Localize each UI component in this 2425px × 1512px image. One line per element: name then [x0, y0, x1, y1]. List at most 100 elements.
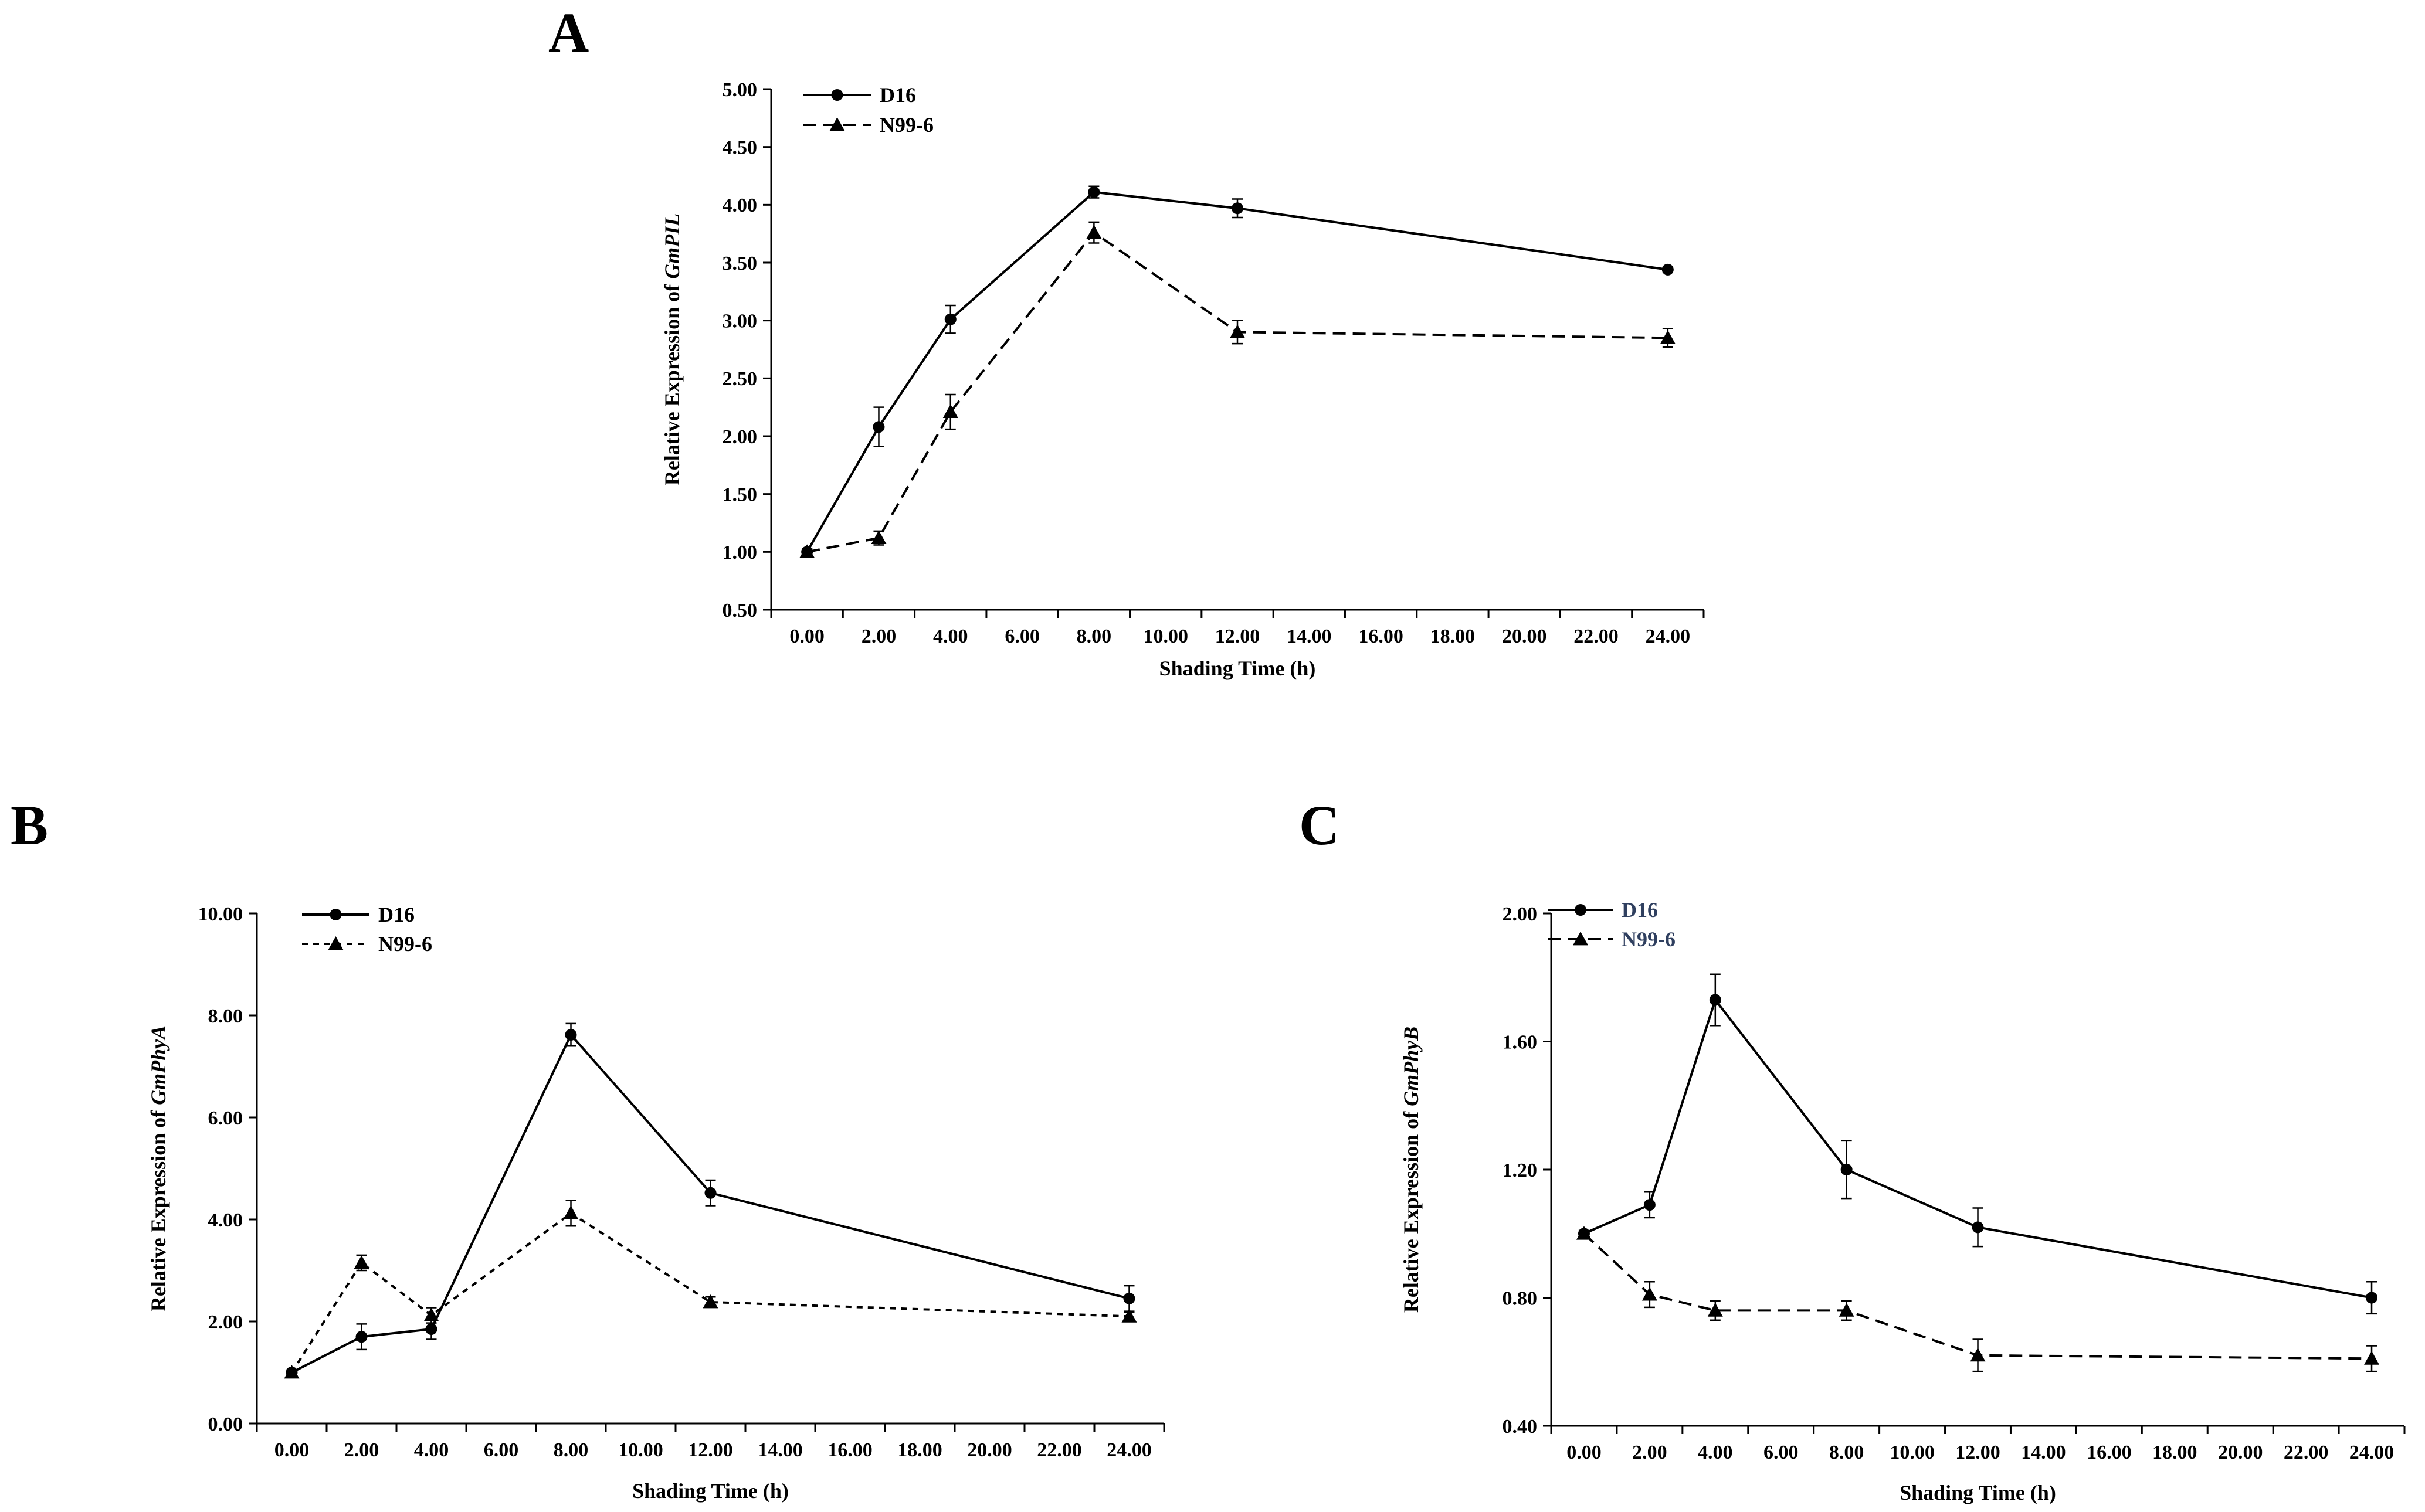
panel-a-x-tick-label: 6.00	[1005, 626, 1040, 647]
panel-c-x-tick-label: 14.00	[2021, 1442, 2066, 1463]
panel-a-series-d16-point	[1232, 202, 1243, 215]
panel-c-x-tick-label: 10.00	[1890, 1442, 1935, 1463]
panel-c-y-tick-label: 1.20	[1503, 1160, 1538, 1181]
panel-a-x-tick-label: 22.00	[1573, 626, 1619, 647]
panel-letter-a: A	[548, 1, 589, 64]
panel-a-x-tick-label: 16.00	[1358, 626, 1403, 647]
panel-b-series-d16-point	[355, 1331, 368, 1343]
panel-b-y-tick-label: 4.00	[208, 1209, 243, 1231]
panel-a-y-tick-label: 0.50	[723, 600, 758, 621]
panel-c-series-n99-6-line	[1583, 1232, 2372, 1360]
panel-c-x-tick-label: 16.00	[2087, 1442, 2132, 1463]
panel-c-chart: 0.40 0.80 1.20 1.60 2.00 0.00 2.00 4.00 6.00 8.00…	[1399, 898, 2406, 1504]
panel-c-x-tick-label: 6.00	[1763, 1442, 1799, 1463]
panel-a-series-n99-6-point	[871, 530, 887, 545]
panel-b-y-tick-label: 6.00	[208, 1107, 243, 1129]
panel-b-series-d16-line	[291, 1032, 1130, 1374]
panel-b-series-n99-6-point	[423, 1307, 439, 1321]
panel-a-series-n99-6-point	[942, 404, 958, 418]
panel-a-series-n99-6-point	[1230, 324, 1245, 338]
panel-a-x-tick-label: 14.00	[1287, 626, 1332, 647]
panel-c-y-tick-label: 1.60	[1503, 1031, 1538, 1053]
panel-a-y-tick-label: 2.00	[723, 426, 758, 448]
panel-b-y-tick-label: 10.00	[198, 903, 243, 925]
panel-b-y-axis-title-prefix: Relative Expression of	[147, 1105, 170, 1311]
panel-b-series-n99-6-point	[563, 1205, 579, 1219]
panel-letter-c: C	[1299, 794, 1339, 857]
panel-c-x-tick-label: 12.00	[1955, 1442, 2000, 1463]
panel-c-x-tick-label: 8.00	[1829, 1442, 1864, 1463]
panel-a-series-d16-point	[944, 313, 957, 325]
panel-b-x-axis-title: Shading Time (h)	[632, 1479, 789, 1503]
panel-a-series-d16-point	[1088, 186, 1100, 198]
panel-b-x-tick-label: 22.00	[1037, 1439, 1082, 1461]
panel-b-x-tick-label: 16.00	[827, 1439, 873, 1461]
panel-a-y-tick-label: 3.00	[723, 311, 758, 332]
panel-b-series-d16-point	[704, 1187, 717, 1199]
panel-a-legend-marker-2	[829, 117, 845, 131]
panel-b-series-n99-6-point	[354, 1255, 369, 1269]
panel-b-x-tick-label: 18.00	[897, 1439, 942, 1461]
panel-c-y-axis-title-gene: GmPhyB	[1399, 1027, 1423, 1106]
panel-b-y-axis-title: Relative Expression of GmPhyA	[147, 1025, 170, 1311]
panel-b-x-tick-label: 2.00	[344, 1439, 379, 1461]
panel-b-legend-label-2: N99-6	[378, 932, 432, 956]
panel-b-series-n99-6-line	[290, 1212, 1130, 1374]
panel-c-x-tick-label: 0.00	[1566, 1442, 1602, 1463]
panel-b-y-tick-label: 0.00	[208, 1414, 243, 1435]
panel-c-x-tick-label: 2.00	[1632, 1442, 1667, 1463]
panel-c-series-d16-point	[1643, 1199, 1656, 1211]
panel-a-legend-label-2: N99-6	[880, 113, 934, 137]
panel-c-series-d16-point	[1709, 994, 1721, 1006]
panel-a-x-tick-label: 4.00	[933, 626, 968, 647]
panel-c-series-n99-6	[1576, 1226, 2380, 1372]
panel-b-x-tick-label: 8.00	[554, 1439, 589, 1461]
panel-a-y-tick-label: 4.50	[723, 137, 758, 159]
panel-b-series-n99-6-point	[1121, 1309, 1137, 1323]
panel-b-series-d16-point	[1123, 1292, 1135, 1304]
panel-a-series-n99-6	[799, 221, 1676, 558]
panel-b-series-n99-6-point	[703, 1294, 718, 1309]
panel-c-x-tick-label: 4.00	[1698, 1442, 1733, 1463]
panel-c-x-tick-label: 22.00	[2284, 1442, 2329, 1463]
panel-a-y-axis-title-gene: GmPIL	[660, 213, 684, 279]
panel-a-series-n99-6-point	[1086, 225, 1102, 239]
panel-c-series-d16-point	[1840, 1164, 1853, 1175]
panel-a-legend-marker-1	[831, 89, 843, 101]
panel-a-x-tick-label: 24.00	[1646, 626, 1691, 647]
panel-a-y-tick-label: 1.50	[723, 484, 758, 506]
panel-c-series-n99-6-point	[1839, 1303, 1854, 1317]
panel-c-x-tick-label: 18.00	[2152, 1442, 2197, 1463]
panel-c-series-n99-6-point	[2364, 1351, 2380, 1365]
panel-a-series-d16-point	[1661, 263, 1674, 276]
panel-a-y-tick-label: 1.00	[723, 542, 758, 563]
panel-a-y-tick-label: 3.50	[723, 253, 758, 274]
panel-a-chart: 0.50 1.00 1.50 2.00 2.50 3.00 3.50 4.00 4.50 5.00…	[660, 79, 1705, 680]
panel-c-y-axis-title: Relative Expression of GmPhyB	[1399, 1027, 1423, 1313]
panel-letter-b: B	[11, 794, 48, 857]
panel-b-series-d16-point	[565, 1029, 577, 1041]
panel-c-series-d16-line	[1583, 997, 2372, 1299]
panel-c-x-tick-label: 20.00	[2218, 1442, 2263, 1463]
panel-a-series-n99-6-point	[799, 544, 815, 558]
panel-c-series-n99-6-point	[1970, 1347, 1986, 1362]
panel-a-y-axis-title: Relative Expression of GmPIL	[660, 213, 684, 485]
panel-a-x-tick-label: 12.00	[1215, 626, 1260, 647]
panel-b-chart: 0.00 2.00 4.00 6.00 8.00 10.00 0.00 2.00 4.00 6.0…	[147, 903, 1165, 1503]
panel-c-legend-marker-2	[1573, 932, 1588, 946]
panel-c-y-tick-label: 0.80	[1503, 1287, 1538, 1309]
panel-a-x-tick-label: 0.00	[789, 626, 825, 647]
panel-a-x-tick-label: 10.00	[1143, 626, 1188, 647]
panel-b-x-tick-label: 12.00	[688, 1439, 733, 1461]
panel-c-x-axis-title: Shading Time (h)	[1900, 1481, 2056, 1504]
panel-a-series-d16	[801, 185, 1674, 558]
panel-b-series-n99-6	[284, 1200, 1137, 1379]
panel-a-series-d16-point	[873, 421, 885, 433]
panel-c-x-tick-label: 24.00	[2349, 1442, 2395, 1463]
panel-b-x-tick-label: 24.00	[1107, 1439, 1152, 1461]
panel-a-x-tick-label: 18.00	[1430, 626, 1476, 647]
panel-a-x-tick-label: 20.00	[1502, 626, 1547, 647]
panel-b-y-axis-title-gene: GmPhyA	[147, 1025, 170, 1105]
panel-b-legend-marker-2	[328, 936, 344, 950]
